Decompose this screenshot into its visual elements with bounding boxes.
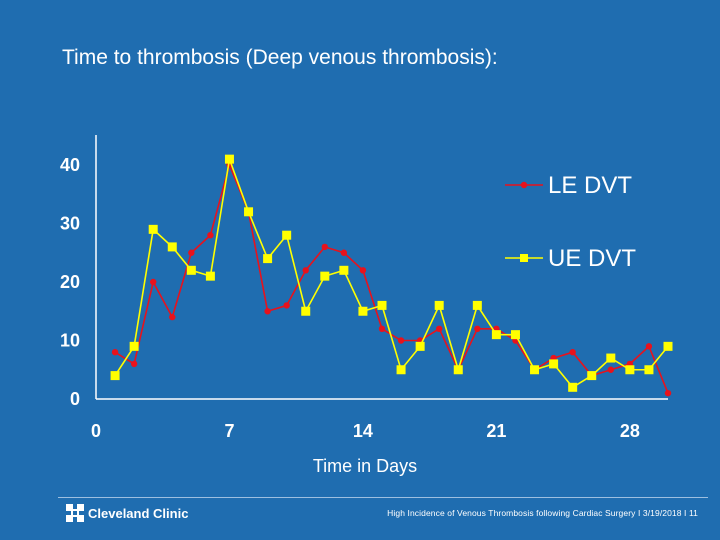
data-point bbox=[263, 254, 273, 264]
data-point bbox=[625, 365, 635, 375]
series-le-dvt bbox=[111, 161, 672, 397]
data-point bbox=[510, 330, 520, 340]
x-tick-label: 21 bbox=[486, 421, 506, 441]
data-point bbox=[396, 365, 406, 375]
legend-label: UE DVT bbox=[548, 245, 636, 272]
x-tick-labels: 0 7 14 21 28 bbox=[91, 421, 640, 441]
x-tick-label: 14 bbox=[353, 421, 373, 441]
data-point bbox=[491, 330, 501, 340]
data-point bbox=[169, 313, 176, 321]
data-point bbox=[129, 341, 139, 351]
data-point bbox=[282, 230, 292, 240]
data-point bbox=[188, 249, 195, 256]
cleveland-clinic-logo-icon bbox=[66, 504, 84, 522]
data-point bbox=[472, 300, 482, 310]
x-tick-label: 28 bbox=[620, 421, 640, 441]
y-tick-label: 10 bbox=[60, 331, 80, 351]
data-point bbox=[587, 371, 597, 381]
data-point bbox=[302, 267, 309, 274]
data-point bbox=[569, 349, 576, 356]
data-point bbox=[205, 271, 215, 281]
y-tick-labels: 0 10 20 30 40 bbox=[60, 155, 80, 409]
data-point bbox=[224, 154, 234, 164]
legend-marker bbox=[520, 181, 528, 189]
data-point bbox=[110, 371, 120, 381]
x-axis-title: Time in Days bbox=[313, 456, 417, 476]
series-line bbox=[114, 162, 669, 394]
data-point bbox=[111, 349, 119, 356]
data-point bbox=[358, 306, 368, 316]
series-ue-dvt bbox=[110, 154, 673, 392]
data-point bbox=[607, 366, 614, 373]
data-point bbox=[436, 325, 443, 332]
data-point bbox=[663, 341, 673, 351]
slide-title: Time to thrombosis (Deep venous thrombos… bbox=[62, 46, 498, 69]
data-point bbox=[415, 341, 425, 351]
footer-text: High Incidence of Venous Thrombosis foll… bbox=[387, 508, 698, 518]
cleveland-clinic-logo: Cleveland Clinic bbox=[66, 504, 188, 522]
data-point bbox=[378, 325, 386, 332]
logo-text: Cleveland Clinic bbox=[88, 505, 189, 521]
data-point bbox=[549, 359, 559, 369]
data-point bbox=[244, 207, 254, 217]
data-point bbox=[283, 302, 290, 309]
data-point bbox=[207, 232, 214, 239]
data-point bbox=[340, 249, 348, 256]
data-point bbox=[321, 243, 328, 251]
data-point bbox=[130, 360, 138, 368]
data-point bbox=[664, 389, 672, 397]
data-point bbox=[530, 365, 540, 375]
data-point bbox=[301, 306, 311, 316]
chart-axes bbox=[95, 135, 668, 400]
data-point bbox=[359, 267, 367, 274]
legend: LE DVT UE DVT bbox=[505, 172, 636, 272]
legend-item: LE DVT bbox=[505, 172, 632, 199]
legend-marker bbox=[520, 254, 528, 262]
data-point bbox=[644, 365, 654, 375]
legend-label: LE DVT bbox=[548, 172, 632, 199]
y-tick-label: 30 bbox=[60, 214, 80, 234]
legend-item: UE DVT bbox=[505, 245, 636, 272]
data-point bbox=[568, 382, 578, 392]
x-tick-label: 7 bbox=[224, 421, 234, 441]
footer-divider bbox=[58, 497, 708, 498]
series-layer bbox=[110, 154, 673, 397]
data-point bbox=[453, 365, 463, 375]
data-point bbox=[167, 242, 177, 252]
data-point bbox=[150, 278, 157, 286]
data-point bbox=[264, 308, 271, 315]
data-point bbox=[645, 343, 653, 350]
y-tick-label: 40 bbox=[60, 155, 80, 175]
data-point bbox=[377, 300, 387, 310]
data-point bbox=[339, 265, 349, 275]
x-tick-label: 0 bbox=[91, 421, 101, 441]
data-point bbox=[434, 300, 444, 310]
data-point bbox=[474, 325, 481, 332]
data-point bbox=[606, 353, 616, 363]
data-point bbox=[320, 271, 330, 281]
data-point bbox=[397, 337, 405, 344]
dvt-line-chart: 0 10 20 30 40 0 7 14 21 28 LE DVT UE DVT Time in … bbox=[60, 135, 673, 476]
data-point bbox=[148, 224, 158, 234]
y-tick-label: 20 bbox=[60, 272, 80, 292]
y-tick-label: 0 bbox=[70, 389, 80, 409]
data-point bbox=[186, 265, 196, 275]
